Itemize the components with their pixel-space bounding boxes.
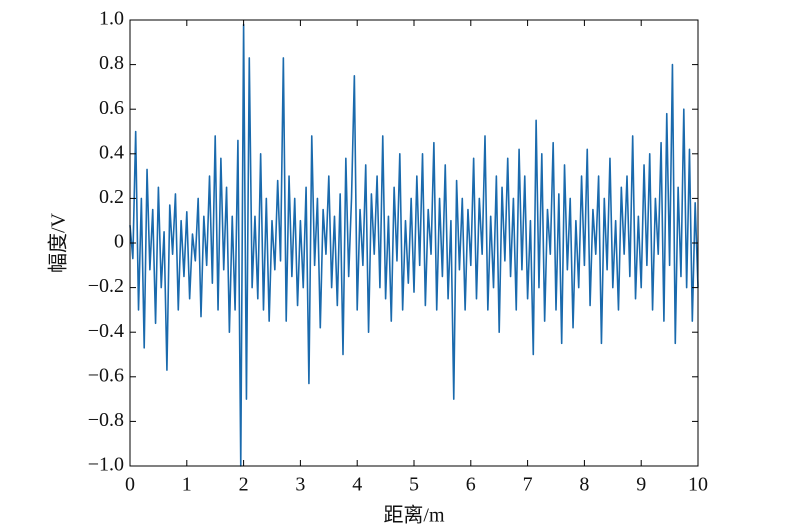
x-axis-label: 距离/m (383, 504, 445, 527)
y-tick-label: −0.6 (88, 364, 124, 386)
x-tick-label: 8 (579, 474, 589, 496)
x-tick-label: 6 (466, 474, 476, 496)
y-tick-label: −0.8 (88, 409, 124, 431)
y-tick-label: 0.6 (99, 97, 124, 119)
data-line (129, 23, 699, 467)
y-tick-label: −1.0 (88, 454, 124, 476)
x-tick-label: 0 (125, 474, 135, 496)
x-tick-label: 1 (182, 474, 192, 496)
y-tick-label: −0.2 (88, 275, 124, 297)
y-tick-label: 0 (114, 231, 124, 253)
y-tick-label: 1.0 (99, 8, 124, 30)
y-axis-label: 幅度/V (47, 212, 70, 273)
x-tick-label: 3 (295, 474, 305, 496)
plot-frame (129, 19, 699, 467)
x-tick-label: 10 (688, 474, 708, 496)
x-tick-label: 5 (409, 474, 419, 496)
y-tick-label: 0.2 (99, 186, 124, 208)
y-tick-label: 0.4 (99, 141, 124, 163)
y-tick-label: 0.8 (99, 52, 124, 74)
x-tick-label: 7 (523, 474, 533, 496)
x-tick-label: 2 (239, 474, 249, 496)
x-tick-label: 4 (352, 474, 362, 496)
y-tick-label: −0.4 (88, 320, 124, 342)
x-tick-label: 9 (636, 474, 646, 496)
